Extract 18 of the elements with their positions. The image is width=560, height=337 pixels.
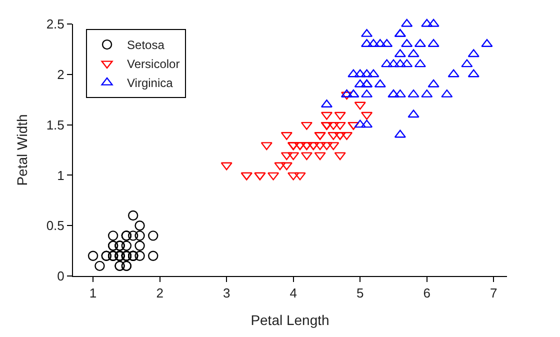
y-tick-label: 2.5: [46, 16, 64, 32]
y-axis-title: Petal Width: [14, 114, 30, 186]
x-tick-label: 2: [156, 286, 164, 301]
x-tick-label: 6: [423, 286, 430, 301]
x-tick-label: 4: [290, 286, 297, 301]
legend-label: Setosa: [127, 38, 165, 52]
legend-label: Virginica: [127, 76, 174, 90]
x-tick-label: 1: [89, 286, 97, 301]
y-tick-label: 1.5: [46, 117, 64, 132]
x-tick-label: 5: [356, 286, 364, 301]
y-tick-label: 0: [57, 268, 64, 284]
y-tick-label: 1: [57, 168, 64, 183]
x-axis-title: Petal Length: [250, 312, 330, 328]
x-tick-label: 3: [222, 286, 230, 301]
x-tick-label: 7: [490, 286, 498, 301]
y-tick-label: 0.5: [46, 218, 64, 234]
y-tick-label: 2: [57, 66, 64, 82]
legend-label: Versicolor: [127, 57, 180, 72]
